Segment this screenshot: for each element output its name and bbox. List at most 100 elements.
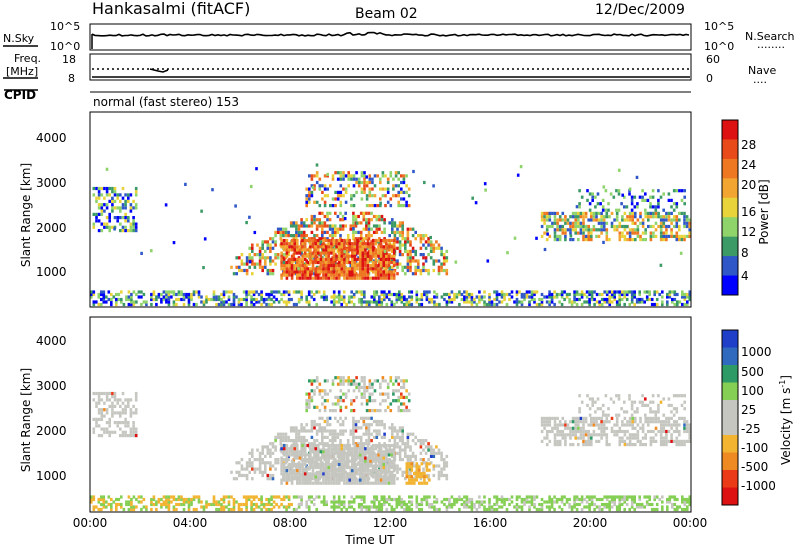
velocity-cell <box>282 465 286 470</box>
velocity-cell <box>379 459 383 463</box>
power-cell <box>310 268 314 273</box>
velocity-cell <box>556 443 559 447</box>
velocity-cell <box>608 420 611 424</box>
power-cell <box>363 300 366 304</box>
velocity-cell <box>312 497 316 502</box>
velocity-cell <box>103 427 106 431</box>
velocity-cell <box>595 439 598 443</box>
power-cell <box>383 218 386 222</box>
velocity-cell <box>649 410 652 414</box>
power-panel: 4000 3000 2000 1000 Slant Range [km] 28 … <box>19 111 771 308</box>
power-cell <box>307 292 311 297</box>
power-cell <box>429 243 433 247</box>
power-cell <box>357 230 360 234</box>
velocity-cell <box>590 439 593 443</box>
velocity-cell <box>634 426 637 430</box>
velocity-cell <box>409 458 412 462</box>
power-cell <box>353 257 357 261</box>
velocity-cell <box>150 507 153 512</box>
power-cell <box>365 194 369 198</box>
velocity-cell <box>373 399 377 403</box>
power-cell <box>569 234 573 238</box>
power-cell <box>654 205 658 209</box>
power-cell <box>285 270 289 274</box>
velocity-cell <box>112 500 116 504</box>
power-cell <box>243 268 246 273</box>
power-cell <box>284 227 288 231</box>
velocity-cell <box>582 416 585 420</box>
power-cell <box>327 257 330 261</box>
power-cell <box>647 224 650 229</box>
nave-label: Nave <box>748 64 776 77</box>
power-cell <box>115 300 118 304</box>
velocity-cell <box>649 407 652 411</box>
power-cell <box>672 202 676 206</box>
power-cell <box>675 189 679 193</box>
power-cell <box>383 295 386 299</box>
power-cell <box>266 272 270 276</box>
velocity-cell <box>301 459 304 463</box>
velocity-cell <box>309 443 312 448</box>
power-cell <box>406 230 410 234</box>
velocity-cell <box>596 407 600 411</box>
power-cell <box>264 256 267 260</box>
velocity-cell <box>350 402 353 406</box>
power-cell <box>686 302 689 307</box>
power-cell <box>292 302 296 307</box>
velocity-cell <box>300 429 303 433</box>
power-cell <box>257 292 261 297</box>
velocity-cell <box>387 465 391 470</box>
velocity-cell <box>322 481 325 485</box>
velocity-cell <box>361 453 365 457</box>
velocity-cell <box>369 453 372 457</box>
power-cell <box>564 228 567 232</box>
power-cell <box>590 228 593 232</box>
velocity-cell <box>368 399 372 403</box>
velocity-cell <box>127 398 130 402</box>
power-cell <box>545 300 549 304</box>
velocity-cell <box>383 442 386 446</box>
power-cell <box>187 292 191 297</box>
power-cell <box>688 221 691 225</box>
velocity-cell <box>303 459 307 463</box>
velocity-cell <box>335 505 338 509</box>
power-cell <box>366 257 370 261</box>
power-cell <box>388 290 391 294</box>
power-cell <box>365 211 368 215</box>
velocity-cell <box>313 405 316 409</box>
velocity-cell <box>370 432 373 436</box>
velocity-cell <box>324 453 328 457</box>
power-cell <box>232 297 236 302</box>
velocity-cell <box>406 439 410 443</box>
power-cell <box>483 295 486 299</box>
power-cell <box>533 300 536 304</box>
velocity-cell <box>298 481 302 485</box>
power-cell <box>445 256 449 260</box>
power-cell <box>330 251 333 255</box>
velocity-cell <box>368 392 372 396</box>
velocity-cell <box>305 392 308 396</box>
velocity-cell <box>245 497 248 502</box>
velocity-cell <box>285 472 289 476</box>
velocity-cell <box>374 443 378 448</box>
power-cell <box>443 292 446 297</box>
power-cell <box>331 227 334 231</box>
power-cell <box>610 295 614 299</box>
power-cell <box>639 238 642 242</box>
power-cell <box>675 238 679 242</box>
power-cell <box>361 264 365 268</box>
velocity-cell <box>626 429 629 434</box>
velocity-cell <box>308 405 311 409</box>
power-cell <box>367 249 371 253</box>
velocity-cell <box>113 391 117 396</box>
power-cell <box>393 302 396 307</box>
power-cell <box>657 202 660 206</box>
power-cell <box>108 199 111 203</box>
power-cell <box>230 290 233 294</box>
power-cell <box>302 224 306 228</box>
power-cell <box>379 180 382 185</box>
velocity-cell <box>680 416 684 420</box>
power-cell <box>350 194 353 198</box>
velocity-cell <box>382 456 385 460</box>
power-cell <box>600 228 603 232</box>
